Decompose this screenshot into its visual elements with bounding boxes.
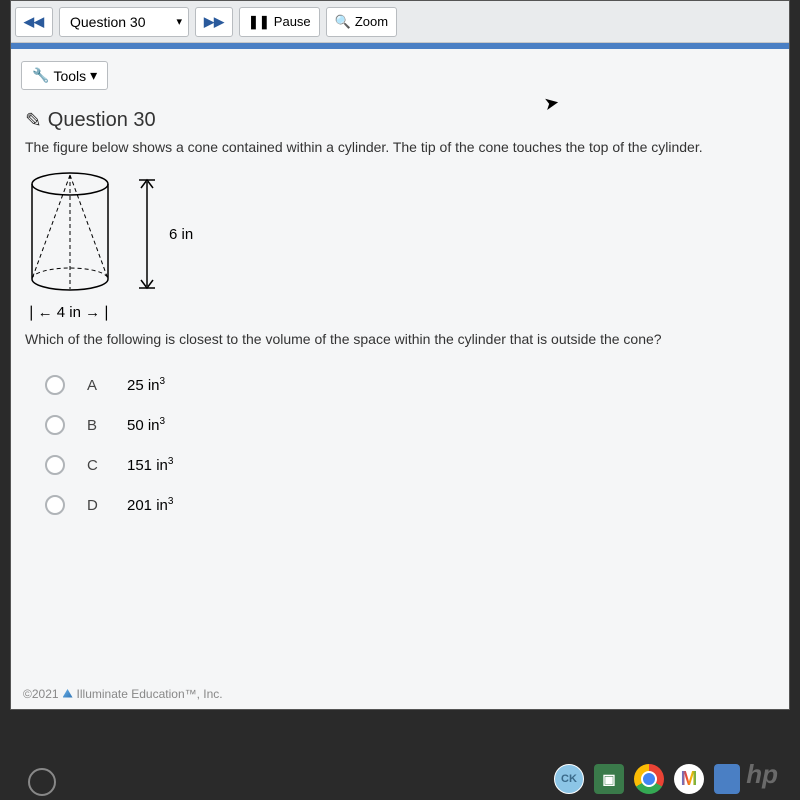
height-dimension-arrow xyxy=(137,174,157,294)
figure-cylinder-cone xyxy=(25,169,125,299)
width-label: ❘← 4 in →❘ xyxy=(25,303,775,321)
height-label: 6 in xyxy=(169,226,193,243)
tools-label: Tools xyxy=(53,68,86,84)
taskbar-chrome-icon[interactable] xyxy=(634,764,664,794)
copyright-text: ©2021 xyxy=(23,687,59,701)
taskbar-gmail-icon[interactable]: M xyxy=(674,764,704,794)
company-name: Illuminate Education™, Inc. xyxy=(77,687,223,701)
answer-option[interactable]: D 201 in3 xyxy=(25,485,775,525)
zoom-button[interactable]: 🔍 Zoom xyxy=(326,7,397,37)
option-letter: B xyxy=(87,417,105,434)
prev-question-button[interactable]: ◀◀ xyxy=(15,7,53,37)
hp-logo: hp xyxy=(746,759,778,790)
illuminate-logo-icon xyxy=(63,689,73,699)
option-letter: C xyxy=(87,457,105,474)
radio-button[interactable] xyxy=(45,495,65,515)
pause-label: Pause xyxy=(274,14,311,29)
zoom-label: Zoom xyxy=(355,14,388,29)
wrench-icon: 🔧 xyxy=(32,67,49,84)
pause-icon: ❚❚ xyxy=(248,14,270,30)
start-button[interactable] xyxy=(28,768,56,796)
option-value: 25 in3 xyxy=(127,376,165,394)
answer-option[interactable]: C 151 in3 xyxy=(25,445,775,485)
option-letter: D xyxy=(87,497,105,514)
taskbar-ck-icon[interactable]: CK xyxy=(554,764,584,794)
answer-option[interactable]: B 50 in3 xyxy=(25,405,775,445)
question-prompt: The figure below shows a cone contained … xyxy=(25,139,775,155)
taskbar-docs-icon[interactable] xyxy=(714,764,740,794)
option-value: 201 in3 xyxy=(127,496,173,514)
option-value: 50 in3 xyxy=(127,416,165,434)
taskbar-classroom-icon[interactable]: ▣ xyxy=(594,764,624,794)
mouse-cursor-icon: ➤ xyxy=(542,92,561,115)
pencil-icon: ✎ xyxy=(25,108,42,133)
question-selector[interactable]: Question 30 xyxy=(59,7,189,37)
os-taskbar: CK ▣ M xyxy=(554,764,740,794)
top-toolbar: ◀◀ Question 30 ▶▶ ❚❚ Pause 🔍 Zoom xyxy=(11,1,789,43)
tools-dropdown[interactable]: 🔧 Tools ▾ xyxy=(21,61,108,90)
answer-option[interactable]: A 25 in3 xyxy=(25,365,775,405)
radio-button[interactable] xyxy=(45,415,65,435)
next-question-button[interactable]: ▶▶ xyxy=(195,7,233,37)
radio-button[interactable] xyxy=(45,455,65,475)
question-subtext: Which of the following is closest to the… xyxy=(25,331,775,347)
option-value: 151 in3 xyxy=(127,456,173,474)
question-title: Question 30 xyxy=(48,109,156,132)
zoom-icon: 🔍 xyxy=(335,14,351,30)
footer: ©2021 Illuminate Education™, Inc. xyxy=(23,687,223,701)
radio-button[interactable] xyxy=(45,375,65,395)
pause-button[interactable]: ❚❚ Pause xyxy=(239,7,320,37)
option-letter: A xyxy=(87,377,105,394)
question-panel: ✎ Question 30 The figure below shows a c… xyxy=(11,102,789,539)
chevron-down-icon: ▾ xyxy=(90,67,97,84)
